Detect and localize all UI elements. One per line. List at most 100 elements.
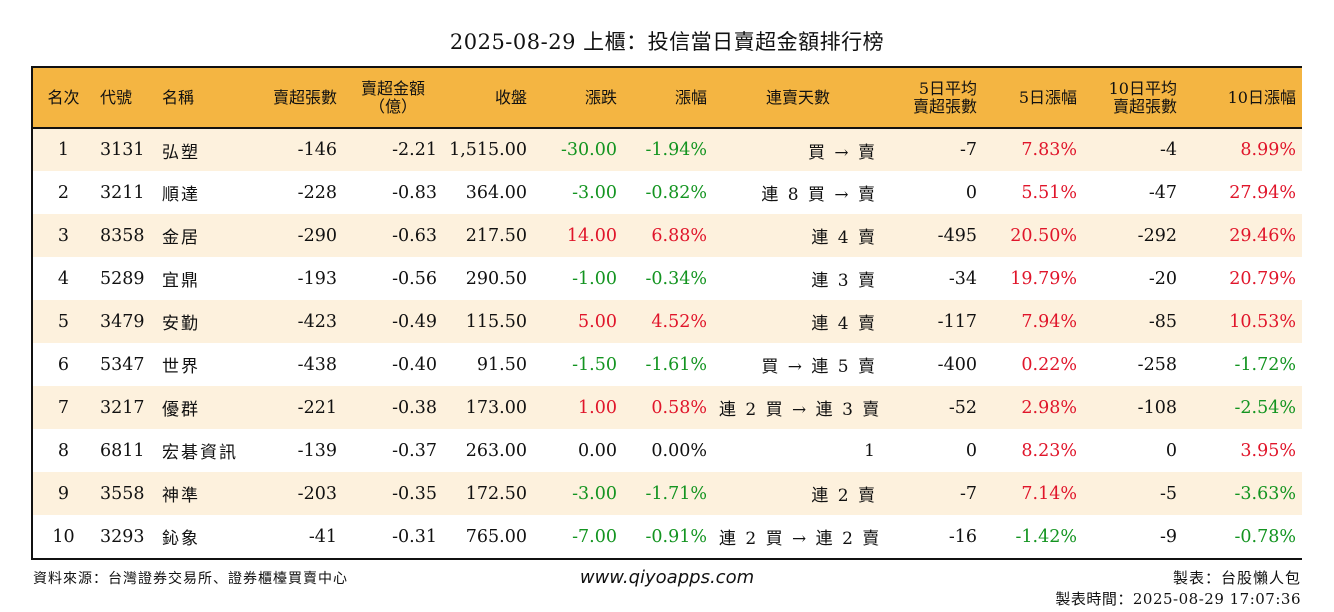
close-cell: 91.50 [476,354,527,375]
pct5-cell: -1.42% [1015,526,1077,547]
net-sell-amount-cell: -0.38 [392,397,437,418]
col-change-pct: 漲幅 [623,68,713,129]
rank-cell: 3 [57,225,70,246]
change-pct-cell: -1.61% [645,354,707,375]
pct5-cell: 2.98% [1021,397,1077,418]
change-pct-cell: 6.88% [651,225,707,246]
avg5-cell: -7 [959,140,977,160]
change-cell: -1.00 [572,268,617,289]
author: 製表：台股懶人包 [1172,569,1301,587]
avg5-cell: -400 [937,354,977,375]
pct10-cell: -3.63% [1234,483,1296,504]
pct5-cell: 7.14% [1021,483,1077,504]
close-cell: 765.00 [465,526,527,547]
change-cell: -3.00 [572,483,617,504]
net-sell-amount-cell: -0.49 [392,311,437,332]
page-title: 2025-08-29 上櫃：投信當日賣超金額排行榜 [449,30,885,54]
code-cell: 3479 [100,311,145,332]
net-sell-lots-cell: -203 [297,483,337,504]
site-url: www.qiyoapps.com [579,567,755,588]
col-name: 名稱 [156,68,251,129]
net-sell-amount-cell: -2.21 [392,140,437,160]
table-row: 7 3217 優群 -221 -0.38 173.00 1.00 0.58% 連 2 買 → 連… [33,386,1302,429]
col-rank: 名次 [33,68,94,129]
change-pct-cell: -0.82% [645,182,707,203]
avg10-cell: -9 [1159,526,1177,547]
close-cell: 364.00 [465,182,527,203]
streak-cell: 買 → 連 5 賣 [761,357,877,377]
table-row: 6 5347 世界 -438 -0.40 91.50 -1.50 -1.61% 買 → 連 5 … [33,343,1302,386]
streak-cell: 1 [864,440,877,461]
pct5-cell: 7.94% [1021,311,1077,332]
change-cell: -7.00 [572,526,617,547]
avg5-cell: -495 [937,225,977,246]
avg5-cell: -117 [937,311,977,332]
name-cell: 宜鼎 [162,271,200,291]
avg10-cell: -5 [1159,483,1177,504]
avg10-cell: -85 [1148,311,1177,332]
close-cell: 115.50 [465,311,527,332]
change-pct-cell: -1.94% [645,140,707,160]
col-close: 收盤 [443,68,533,129]
code-cell: 3293 [100,526,145,547]
close-cell: 263.00 [465,440,527,461]
col-avg5: 5日平均 賣超張數 [883,68,983,129]
avg10-cell: -292 [1137,225,1177,246]
col-pct10: 10日漲幅 [1183,68,1302,129]
code-cell: 5347 [100,354,145,375]
avg5-cell: 0 [965,440,977,461]
net-sell-lots-cell: -438 [297,354,337,375]
rank-cell: 6 [57,354,70,375]
col-net-sell-amount-line2: （億） [368,96,417,116]
streak-cell: 連 4 賣 [811,228,877,248]
table-row: 5 3479 安勤 -423 -0.49 115.50 5.00 4.52% 連 4 賣 -117… [33,300,1302,343]
net-sell-lots-cell: -221 [297,397,337,418]
col-code: 代號 [94,68,156,129]
table-row: 3 8358 金居 -290 -0.63 217.50 14.00 6.88% 連 4 賣 -49… [33,214,1302,257]
net-sell-amount-cell: -0.37 [392,440,437,461]
col-net-sell-amount: 賣超金額 （億） [343,68,443,129]
avg10-cell: 0 [1165,440,1177,461]
pct10-cell: 27.94% [1229,182,1296,203]
streak-cell: 連 3 賣 [811,271,877,291]
change-pct-cell: 0.58% [651,397,707,418]
avg10-cell: -258 [1137,354,1177,375]
net-sell-lots-cell: -193 [297,268,337,289]
change-cell: 1.00 [578,397,617,418]
net-sell-lots-cell: -423 [297,311,337,332]
pct10-cell: -2.54% [1234,397,1296,418]
col-avg5-line1: 5日平均 [918,78,977,98]
pct10-cell: 29.46% [1229,225,1296,246]
rank-cell: 9 [57,483,70,504]
code-cell: 3211 [100,182,145,203]
name-cell: 順達 [162,185,200,205]
code-cell: 3558 [100,483,145,504]
net-sell-amount-cell: -0.31 [392,526,437,547]
data-source: 資料來源：台灣證券交易所、證券櫃檯買賣中心 [33,571,348,587]
close-cell: 173.00 [465,397,527,418]
net-sell-lots-cell: -228 [297,182,337,203]
net-sell-amount-cell: -0.35 [392,483,437,504]
name-cell: 神準 [162,486,200,506]
avg10-cell: -47 [1148,182,1177,203]
change-cell: 5.00 [578,311,617,332]
col-net-sell-amount-line1: 賣超金額 [360,78,425,98]
pct5-cell: 19.79% [1010,268,1077,289]
change-cell: -30.00 [560,140,617,160]
change-cell: -1.50 [572,354,617,375]
net-sell-amount-cell: -0.83 [392,182,437,203]
avg5-cell: 0 [965,182,977,203]
rank-cell: 5 [57,311,70,332]
net-sell-lots-cell: -41 [308,526,337,547]
net-sell-amount-cell: -0.40 [392,354,437,375]
table-row: 9 3558 神準 -203 -0.35 172.50 -3.00 -1.71% 連 2 賣 -7… [33,472,1302,515]
pct5-cell: 20.50% [1010,225,1077,246]
pct10-cell: 3.95% [1240,440,1296,461]
name-cell: 世界 [162,357,200,377]
pct10-cell: 8.99% [1240,140,1296,160]
code-cell: 3217 [100,397,145,418]
table-row: 10 3293 鈊象 -41 -0.31 765.00 -7.00 -0.91% 連 2 買 →… [33,515,1302,558]
code-cell: 6811 [100,440,145,461]
name-cell: 弘塑 [162,142,200,163]
rank-cell: 10 [52,526,75,547]
